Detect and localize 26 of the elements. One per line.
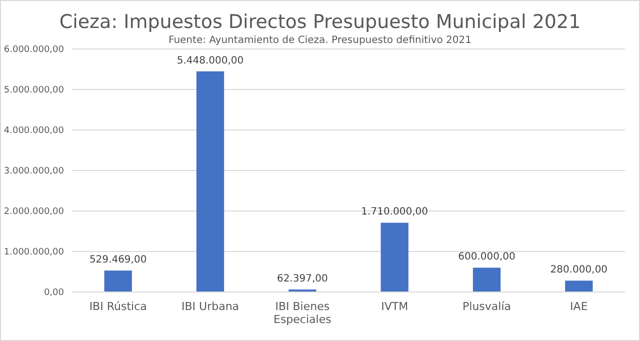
data-label: 280.000,00 bbox=[550, 264, 608, 276]
x-tick-label: IAE bbox=[570, 300, 588, 313]
y-tick-label: 3.000.000,00 bbox=[4, 166, 64, 176]
bar bbox=[196, 71, 224, 292]
x-tick-label: IBI Rústica bbox=[89, 300, 147, 313]
chart-title: Cieza: Impuestos Directos Presupuesto Municipal 2021 bbox=[59, 11, 581, 33]
y-tick-label: 1.000.000,00 bbox=[4, 247, 64, 258]
bar bbox=[104, 270, 132, 292]
data-label: 62.397,00 bbox=[276, 273, 328, 284]
data-label: 1.710.000,00 bbox=[361, 206, 428, 218]
bar bbox=[472, 268, 501, 292]
x-tick-label: IVTM bbox=[381, 300, 408, 313]
data-label: 5.448.000,00 bbox=[176, 55, 244, 66]
y-tick-label: 0,00 bbox=[44, 288, 64, 298]
data-label: 600.000,00 bbox=[458, 252, 516, 263]
y-tick-label: 6.000.000,00 bbox=[4, 44, 64, 55]
x-tick-label: IBI Urbana bbox=[181, 300, 240, 313]
y-tick-label: 4.000.000,00 bbox=[4, 126, 64, 136]
bar bbox=[380, 222, 408, 292]
x-tick-label: IBI Bienes Especiales bbox=[273, 300, 332, 326]
y-tick-label: 2.000.000,00 bbox=[4, 206, 64, 217]
y-tick-label: 5.000.000,00 bbox=[4, 85, 64, 96]
chart-subtitle: Fuente: Ayuntamiento de Cieza. Presupuesto definitivo 2021 bbox=[168, 35, 472, 46]
data-label: 529.469,00 bbox=[89, 254, 147, 266]
x-tick-label: Plusvalía bbox=[462, 300, 511, 313]
bar bbox=[565, 280, 593, 292]
